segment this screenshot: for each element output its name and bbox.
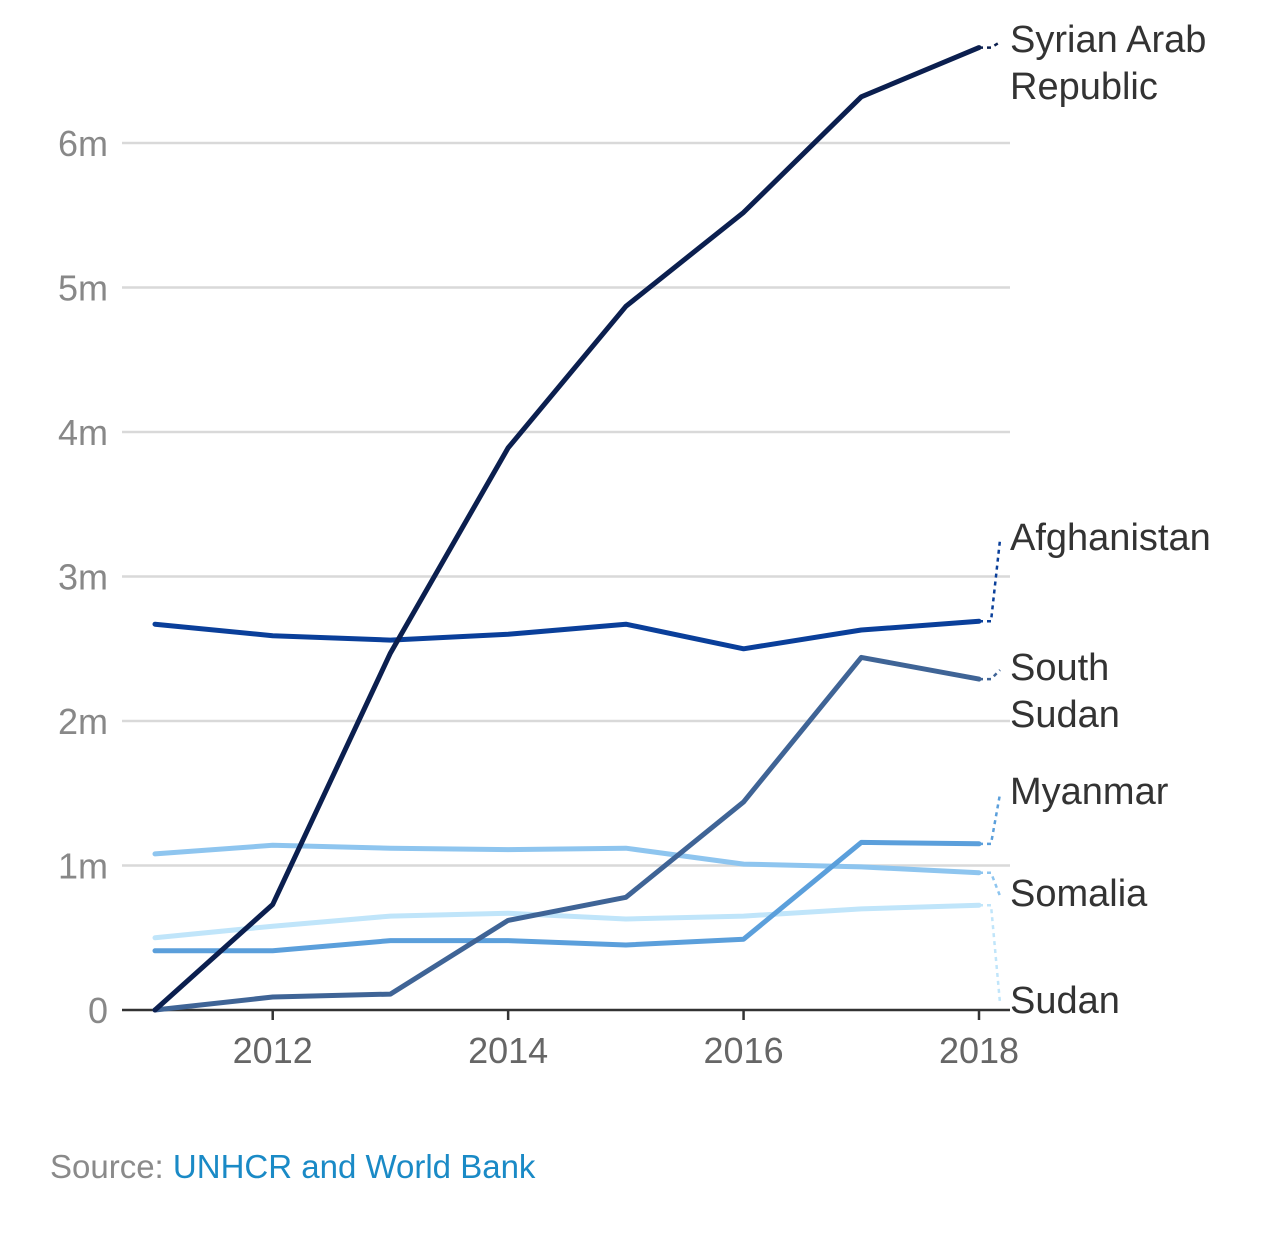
leader-south-sudan xyxy=(979,669,1001,681)
leader-somalia xyxy=(979,871,1002,897)
y-tick-label: 2m xyxy=(58,701,108,742)
series-line-syrian-arab-republic xyxy=(152,45,982,1013)
series-line-afghanistan xyxy=(152,618,982,652)
x-tick-label: 2018 xyxy=(939,1030,1019,1071)
y-tick-label: 4m xyxy=(58,412,108,453)
series-label-syrian-arab-republic: Syrian Arab Republic xyxy=(1010,19,1206,108)
series-labels: Syrian Arab Republic Afghanistan South Sudan… xyxy=(1010,19,1211,1022)
series-line-somalia xyxy=(152,842,982,876)
x-tick-label: 2012 xyxy=(233,1030,313,1071)
series-line-sudan xyxy=(152,902,982,941)
series-label-afghanistan: Afghanistan xyxy=(1010,517,1211,559)
series-label-myanmar: Myanmar xyxy=(1010,771,1169,813)
series-label-sudan: Sudan xyxy=(1010,980,1120,1022)
source-note: Source: UNHCR and World Bank xyxy=(50,1148,535,1186)
x-axis-ticks: 2012 2014 2016 2018 xyxy=(233,1010,1019,1071)
y-tick-label: 0 xyxy=(88,990,108,1031)
leader-syrian-arab-republic xyxy=(979,40,1001,49)
leader-afghanistan xyxy=(979,539,1002,623)
source-link[interactable]: UNHCR and World Bank xyxy=(172,1148,536,1185)
series-line-south-sudan xyxy=(152,654,982,1013)
y-tick-label: 3m xyxy=(58,557,108,598)
y-tick-label: 6m xyxy=(58,123,108,164)
series-label-somalia: Somalia xyxy=(1010,873,1148,915)
label-leaders xyxy=(979,40,1002,1004)
x-tick-label: 2014 xyxy=(468,1030,548,1071)
leader-myanmar xyxy=(979,793,1002,846)
leader-sudan xyxy=(979,903,1002,1004)
y-axis-ticks: 0 1m 2m 3m 4m 5m 6m xyxy=(58,123,108,1031)
x-tick-label: 2016 xyxy=(704,1030,784,1071)
series-label-south-sudan: South Sudan xyxy=(1010,647,1120,736)
series-lines xyxy=(152,45,982,1013)
grid-lines xyxy=(122,141,1010,867)
y-tick-label: 1m xyxy=(58,846,108,887)
series-line-myanmar xyxy=(152,839,982,954)
source-prefix: Source: xyxy=(50,1148,173,1185)
y-tick-label: 5m xyxy=(58,268,108,309)
